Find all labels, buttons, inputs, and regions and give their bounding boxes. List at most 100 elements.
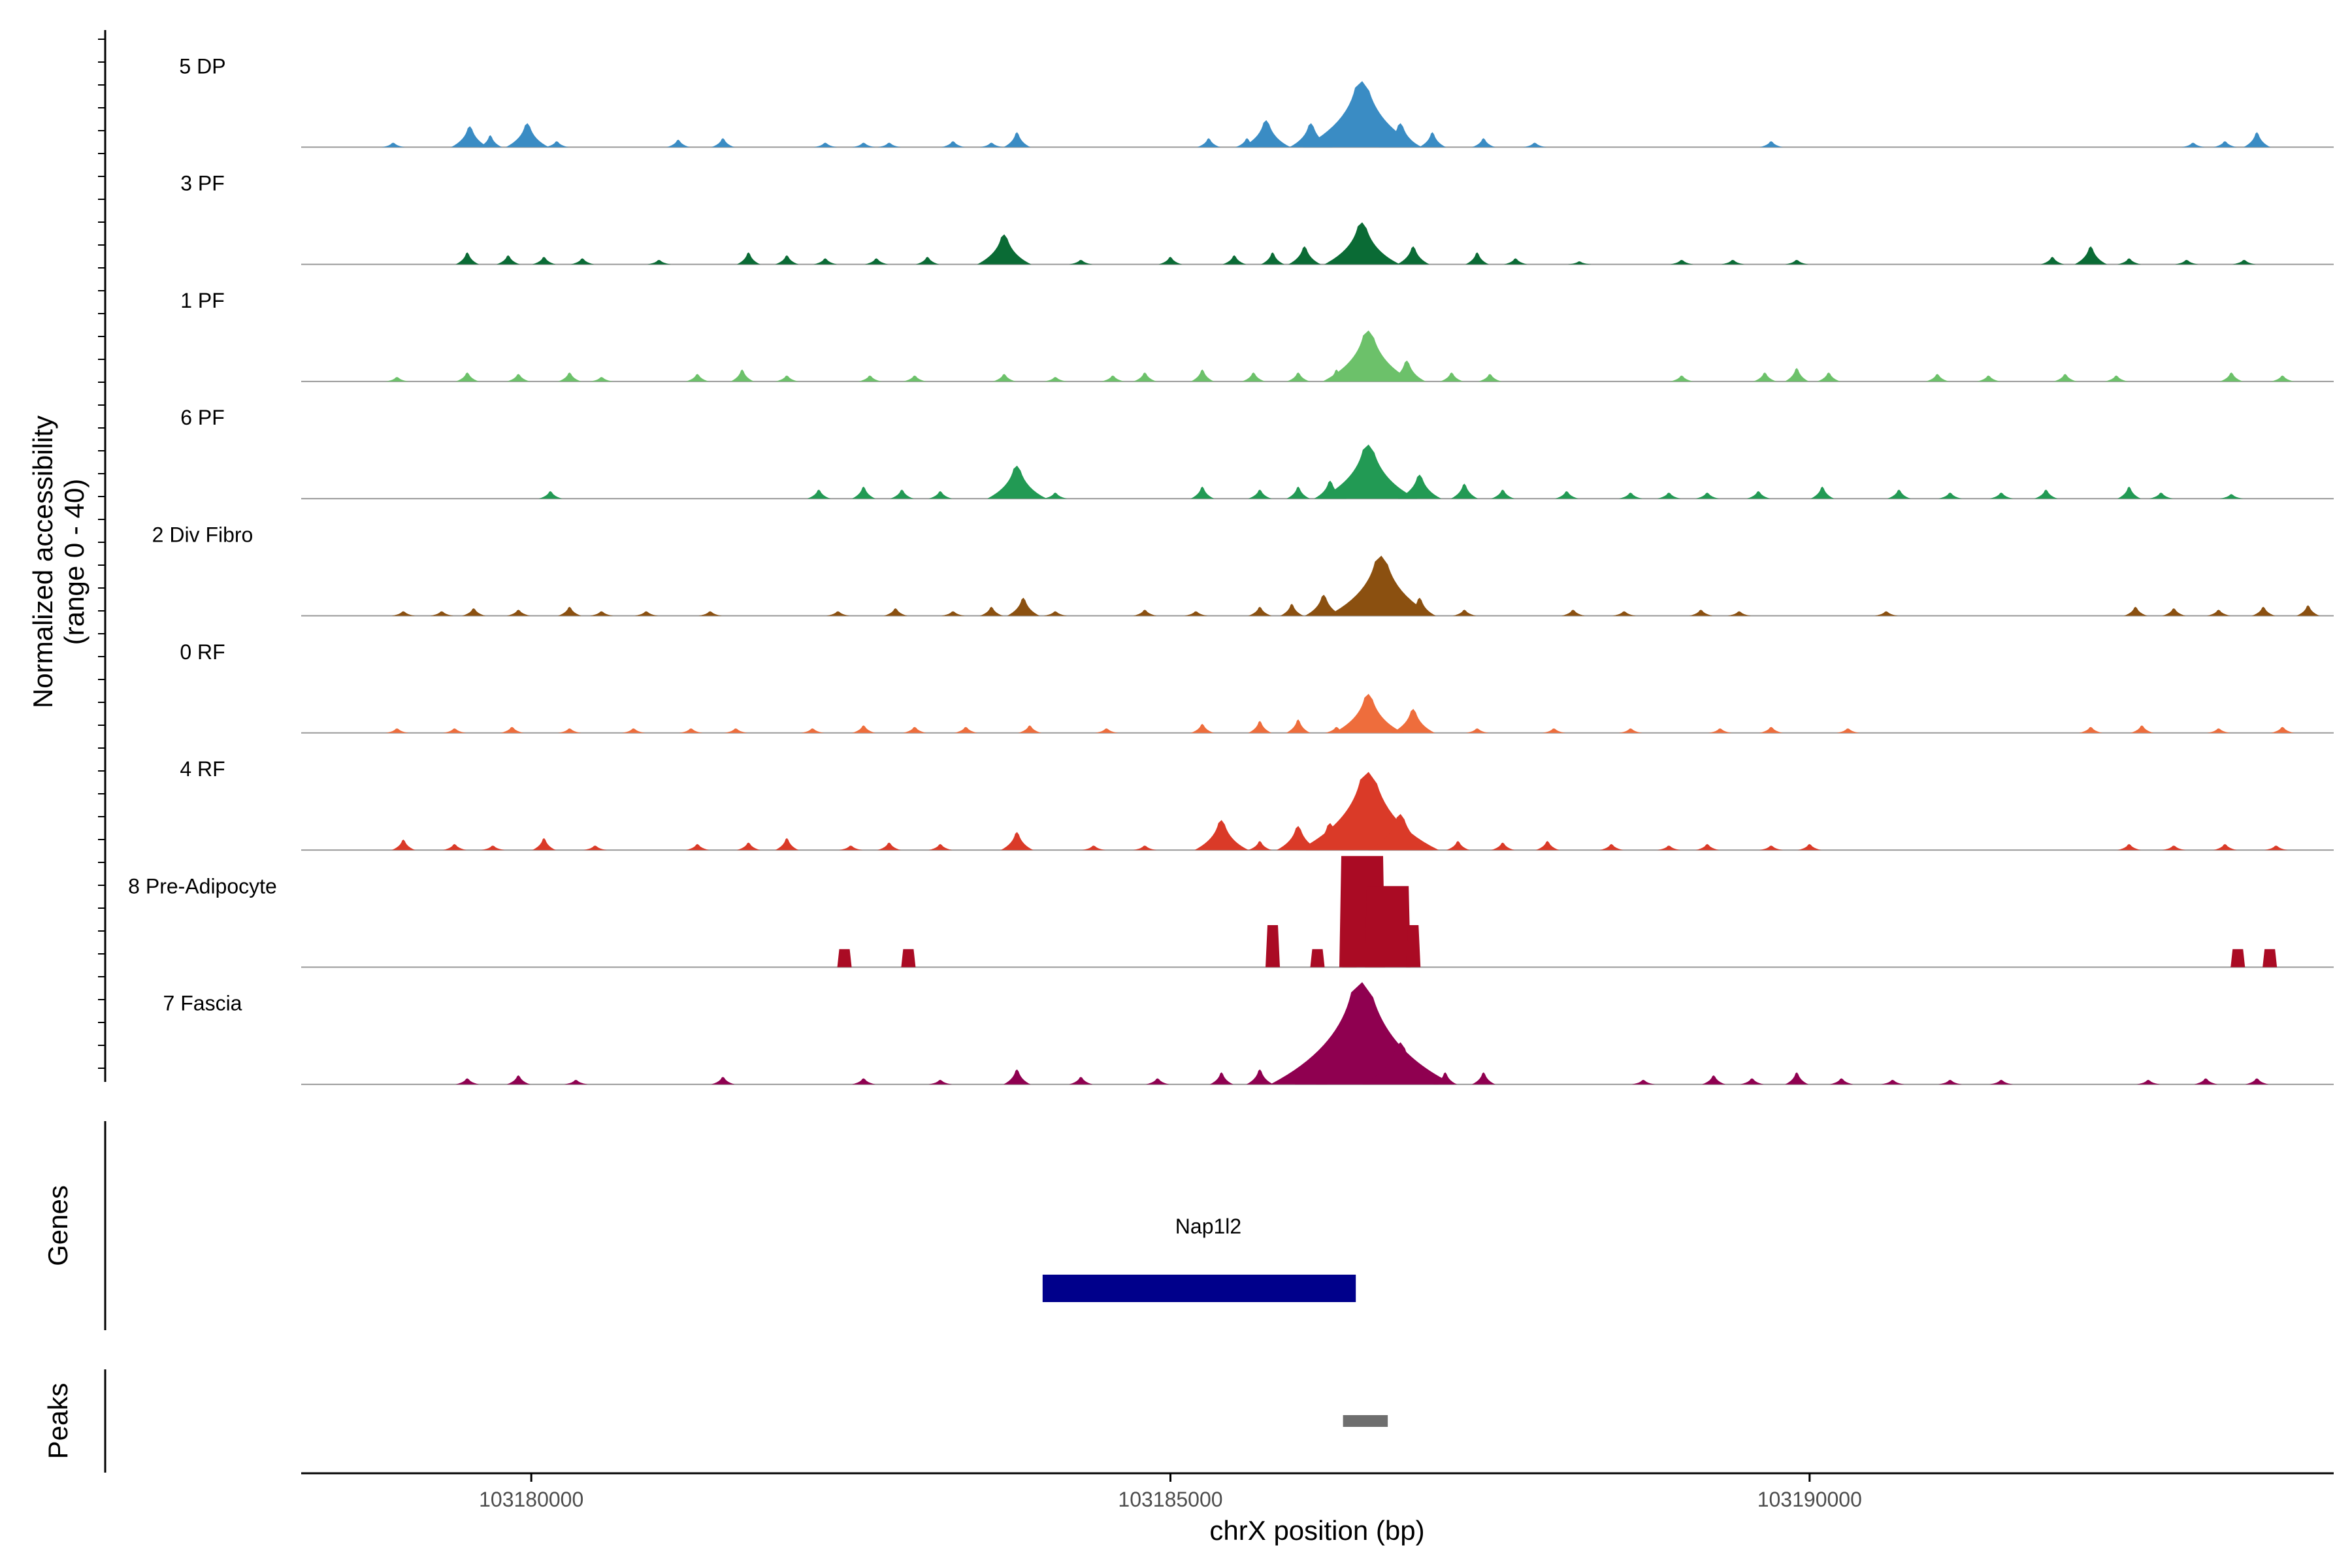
coverage-peak	[455, 1078, 480, 1085]
coverage-peak	[2219, 494, 2244, 499]
coverage-peak	[1333, 694, 1404, 733]
coverage-peak	[1184, 611, 1208, 616]
coverage-peak	[1418, 132, 1446, 148]
coverage-peak	[1976, 375, 2001, 382]
track-label: 0 RF	[180, 640, 225, 664]
x-axis-title: chrX position (bp)	[1209, 1515, 1424, 1546]
coverage-peak	[1397, 474, 1442, 499]
track-label: 7 Fascia	[163, 992, 242, 1015]
coverage-peak	[391, 611, 416, 616]
coverage-peak	[1403, 597, 1436, 616]
coverage-peak	[1320, 444, 1418, 499]
coverage-peak	[2117, 258, 2141, 265]
coverage-peak	[883, 608, 907, 616]
coverage-peak	[1695, 493, 1720, 499]
track-3-pf: 3 PF	[180, 172, 2334, 265]
coverage-peak	[928, 1079, 953, 1085]
coverage-peak	[2040, 257, 2065, 265]
coverage-peak	[730, 369, 755, 382]
coverage-peak	[775, 255, 799, 265]
coverage-peak	[1246, 1069, 1274, 1085]
coverage-peak	[1695, 843, 1720, 851]
x-tick-label: 103185000	[1118, 1488, 1222, 1511]
coverage-peak	[481, 845, 505, 851]
track-5-dp: 5 DP	[179, 54, 2334, 148]
peaks-track	[1343, 1415, 1388, 1427]
coverage-peak	[901, 949, 916, 968]
coverage-peak	[2213, 843, 2237, 851]
coverage-peak	[851, 725, 875, 733]
coverage-peak	[506, 610, 531, 616]
coverage-peak	[1190, 486, 1215, 499]
coverage-peak	[1785, 259, 1809, 265]
coverage-peak	[979, 606, 1004, 616]
coverage-peak	[1043, 377, 1068, 382]
coverage-peak	[800, 728, 825, 733]
track-4-rf: 4 RF	[180, 757, 2334, 851]
coverage-peak	[385, 728, 409, 733]
track-label: 3 PF	[180, 172, 225, 195]
coverage-peak	[381, 142, 405, 148]
coverage-peak	[1388, 360, 1426, 382]
coverage-peak	[736, 252, 760, 265]
coverage-peak	[2181, 142, 2205, 148]
coverage-peak	[1491, 489, 1515, 499]
coverage-peak	[1302, 81, 1422, 148]
coverage-peak	[903, 375, 927, 382]
coverage-peak	[1657, 493, 1681, 499]
coverage-peak	[813, 142, 838, 148]
coverage-peak	[1310, 949, 1325, 968]
coverage-peak	[570, 258, 595, 265]
coverage-peak	[2213, 141, 2237, 148]
coverage-peak	[1248, 721, 1272, 733]
coverage-peak	[2296, 605, 2320, 616]
coverage-peak	[839, 845, 863, 851]
coverage-peak	[1190, 724, 1215, 733]
coverage-peak	[2270, 375, 2295, 382]
coverage-peak	[2232, 259, 2257, 265]
coverage-peak	[979, 142, 1004, 148]
coverage-peak	[1938, 493, 1963, 499]
coverage-peak	[1561, 610, 1585, 616]
coverage-peak	[2251, 606, 2276, 616]
track-8-pre-adipocyte: 8 Pre-Adipocyte	[128, 856, 2334, 968]
coverage-peak	[928, 491, 953, 499]
coverage-peak	[1194, 820, 1249, 851]
coverage-peak	[589, 377, 613, 382]
coverage-peak	[915, 257, 939, 265]
coverage-peak	[775, 375, 799, 382]
coverage-peak	[1657, 845, 1681, 851]
coverage-peak	[1433, 1072, 1458, 1085]
coverage-peak	[1925, 374, 1950, 382]
coverage-peak	[1727, 611, 1752, 616]
coverage-peak	[1094, 728, 1119, 733]
coverage-peak	[1542, 728, 1566, 733]
coverage-peak	[1471, 138, 1495, 148]
coverage-peak	[647, 259, 671, 265]
track-label: 4 RF	[180, 757, 225, 781]
coverage-peak	[1689, 610, 1713, 616]
coverage-peak	[462, 608, 486, 616]
coverage-peak	[736, 842, 760, 851]
coverage-peak	[1018, 725, 1042, 733]
coverage-peak	[1248, 841, 1272, 851]
coverage-peak	[1248, 606, 1272, 616]
coverage-peak	[711, 1077, 735, 1085]
coverage-peak	[545, 141, 569, 148]
coverage-peak	[1465, 728, 1490, 733]
coverage-peak	[851, 142, 875, 148]
coverage-peak	[1406, 925, 1421, 968]
coverage-peak	[1248, 489, 1272, 499]
coverage-tracks: 5 DP 3 PF 1 PF 6 PF 2 Div Fibro 0 RF 4 RF 8 Pre…	[128, 54, 2334, 1085]
genes-track: Nap1l2	[1042, 1215, 1356, 1302]
track-label: 2 Div Fibro	[152, 523, 253, 547]
coverage-peak	[2194, 1078, 2218, 1085]
coverage-peak	[1618, 728, 1642, 733]
coverage-peak	[1241, 372, 1266, 382]
coverage-peak	[1702, 1075, 1726, 1085]
coverage-peak	[2123, 606, 2148, 616]
coverage-peak	[2270, 727, 2295, 733]
coverage-peak	[724, 728, 748, 733]
